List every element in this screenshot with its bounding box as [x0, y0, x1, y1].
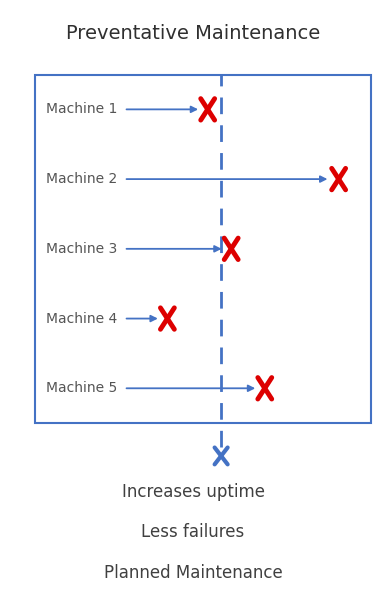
Text: Machine 2: Machine 2 [46, 172, 118, 186]
Bar [35, 74, 371, 423]
Text: Increases uptime: Increases uptime [122, 483, 264, 501]
Text: Machine 5: Machine 5 [46, 381, 118, 395]
Text: Machine 1: Machine 1 [46, 103, 118, 116]
Text: Preventative Maintenance: Preventative Maintenance [66, 24, 320, 43]
Text: Machine 4: Machine 4 [46, 312, 118, 325]
Text: Planned Maintenance: Planned Maintenance [103, 564, 283, 582]
Text: Machine 3: Machine 3 [46, 242, 118, 256]
Text: Less failures: Less failures [141, 523, 245, 541]
